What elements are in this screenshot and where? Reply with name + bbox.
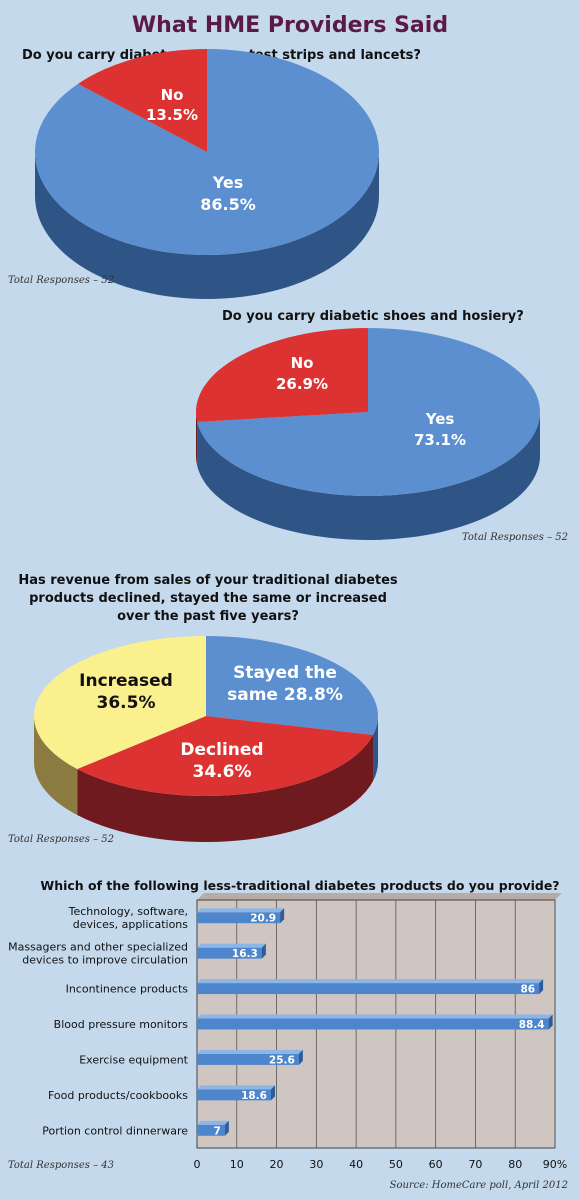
pie3-slice-label-0-0: Stayed the	[233, 663, 337, 683]
category-label-4-0: Exercise equipment	[79, 1053, 188, 1066]
category-label-2-0: Incontinence products	[66, 983, 189, 996]
pie1-total-responses: Total Responses – 52	[8, 275, 114, 286]
bar-3	[197, 1018, 549, 1030]
bar-0	[197, 912, 281, 924]
pie1-slice-label-0-0: Yes	[212, 173, 244, 192]
source-note: Source: HomeCare poll, April 2012	[390, 1180, 568, 1191]
bar-chart-products: Which of the following less-traditional …	[8, 878, 568, 1191]
bar-6	[197, 1124, 225, 1136]
pie2-slice-0	[197, 328, 541, 497]
pie1-slice-label-1-0: No	[161, 86, 184, 104]
bar-chart-question: Which of the following less-traditional …	[40, 878, 559, 893]
bar-end-6	[224, 1120, 229, 1136]
bar-top-2	[197, 979, 544, 984]
pie1-slice-label-1-1: 13.5%	[146, 106, 198, 124]
bar-value-label-6: 7	[214, 1125, 221, 1137]
bar-end-4	[298, 1049, 303, 1065]
x-tick-label-6: 60	[429, 1158, 443, 1171]
pie2-slice-label-0-0: Yes	[425, 410, 455, 428]
x-tick-label-3: 30	[309, 1158, 323, 1171]
bar-end-5	[270, 1085, 275, 1101]
pie3-slice-label-2-0: Increased	[79, 671, 173, 691]
pie2-slice-side-1	[196, 412, 198, 467]
bar-top-4	[197, 1049, 303, 1054]
bar-4	[197, 1053, 299, 1065]
pie2-slice-label-0-1: 73.1%	[414, 431, 466, 449]
pie3-slice-side-2	[34, 716, 78, 816]
pie3-slice-side-0	[373, 716, 378, 782]
bar-value-label-1: 16.3	[232, 948, 258, 960]
category-label-0-1: devices, applications	[73, 918, 189, 931]
bar-top-0	[197, 908, 285, 913]
pie2-total-responses: Total Responses – 52	[462, 532, 568, 543]
x-tick-label-4: 40	[349, 1158, 363, 1171]
bar-end-2	[539, 979, 544, 995]
pie-chart-revenue: Has revenue from sales of your tradition…	[8, 573, 398, 845]
pie-chart-shoes: Do you carry diabetic shoes and hosiery?…	[196, 309, 568, 543]
bar-end-3	[548, 1014, 553, 1030]
x-tick-label-1: 10	[230, 1158, 244, 1171]
pie3-total-responses: Total Responses – 52	[8, 834, 114, 845]
x-tick-label-0: 0	[194, 1158, 201, 1171]
page-title: What HME Providers Said	[132, 13, 448, 38]
pie2-question: Do you carry diabetic shoes and hosiery?	[222, 309, 524, 324]
pie3-question-line3: over the past five years?	[117, 609, 299, 624]
pie3-question-line2: products declined, stayed the same or in…	[29, 591, 387, 606]
x-tick-label-9: 90%	[543, 1158, 567, 1171]
bar-value-label-0: 20.9	[250, 913, 276, 925]
pie1-slice-side-0	[35, 152, 379, 299]
category-label-3-0: Blood pressure monitors	[54, 1018, 189, 1031]
category-label-6-0: Portion control dinnerware	[42, 1124, 188, 1137]
category-label-0-0: Technology, software,	[68, 905, 188, 918]
plot-top-wall	[197, 893, 562, 900]
pie1-slice-label-0-1: 86.5%	[200, 195, 256, 214]
pie1-slice-1	[77, 49, 207, 152]
bar-top-6	[197, 1120, 229, 1125]
x-tick-label-5: 50	[389, 1158, 403, 1171]
pie2-slice-label-1-1: 26.9%	[276, 375, 328, 393]
pie3-slice-label-0-1: same 28.8%	[227, 685, 343, 705]
pie3-slice-label-1-1: 34.6%	[193, 762, 252, 782]
x-tick-label-7: 70	[468, 1158, 482, 1171]
bar-end-0	[280, 908, 285, 924]
pie3-question-line1: Has revenue from sales of your tradition…	[18, 573, 398, 588]
bar-value-label-2: 86	[520, 984, 535, 996]
bar-5	[197, 1089, 271, 1101]
bar-top-1	[197, 943, 266, 948]
pie3-slice-0	[206, 636, 378, 736]
bar-2	[197, 983, 540, 995]
pie2-slice-label-1-0: No	[291, 354, 314, 372]
x-tick-label-2: 20	[270, 1158, 284, 1171]
category-label-1-1: devices to improve circulation	[22, 954, 188, 967]
bar-total-responses: Total Responses – 43	[8, 1160, 114, 1171]
pie3-slice-label-2-1: 36.5%	[97, 693, 156, 713]
pie3-slice-2	[34, 636, 206, 770]
bar-1	[197, 947, 262, 959]
category-label-5-0: Food products/cookbooks	[48, 1089, 188, 1102]
bar-end-1	[261, 943, 266, 959]
pie3-slice-side-1	[77, 735, 374, 842]
bar-value-label-4: 25.6	[269, 1054, 295, 1066]
bar-top-5	[197, 1085, 275, 1090]
pie-chart-meters: Do you carry diabetes meters, test strip…	[8, 48, 421, 299]
pie3-slice-1	[77, 716, 374, 796]
x-tick-label-8: 80	[508, 1158, 522, 1171]
bar-value-label-5: 18.6	[241, 1090, 267, 1102]
pie2-slice-1	[196, 328, 368, 423]
bar-top-3	[197, 1014, 553, 1019]
pie3-slice-label-1-0: Declined	[180, 740, 263, 760]
bar-value-label-3: 88.4	[519, 1019, 545, 1031]
category-label-1-0: Massagers and other specialized	[8, 941, 188, 954]
pie2-slice-side-0	[197, 412, 541, 540]
